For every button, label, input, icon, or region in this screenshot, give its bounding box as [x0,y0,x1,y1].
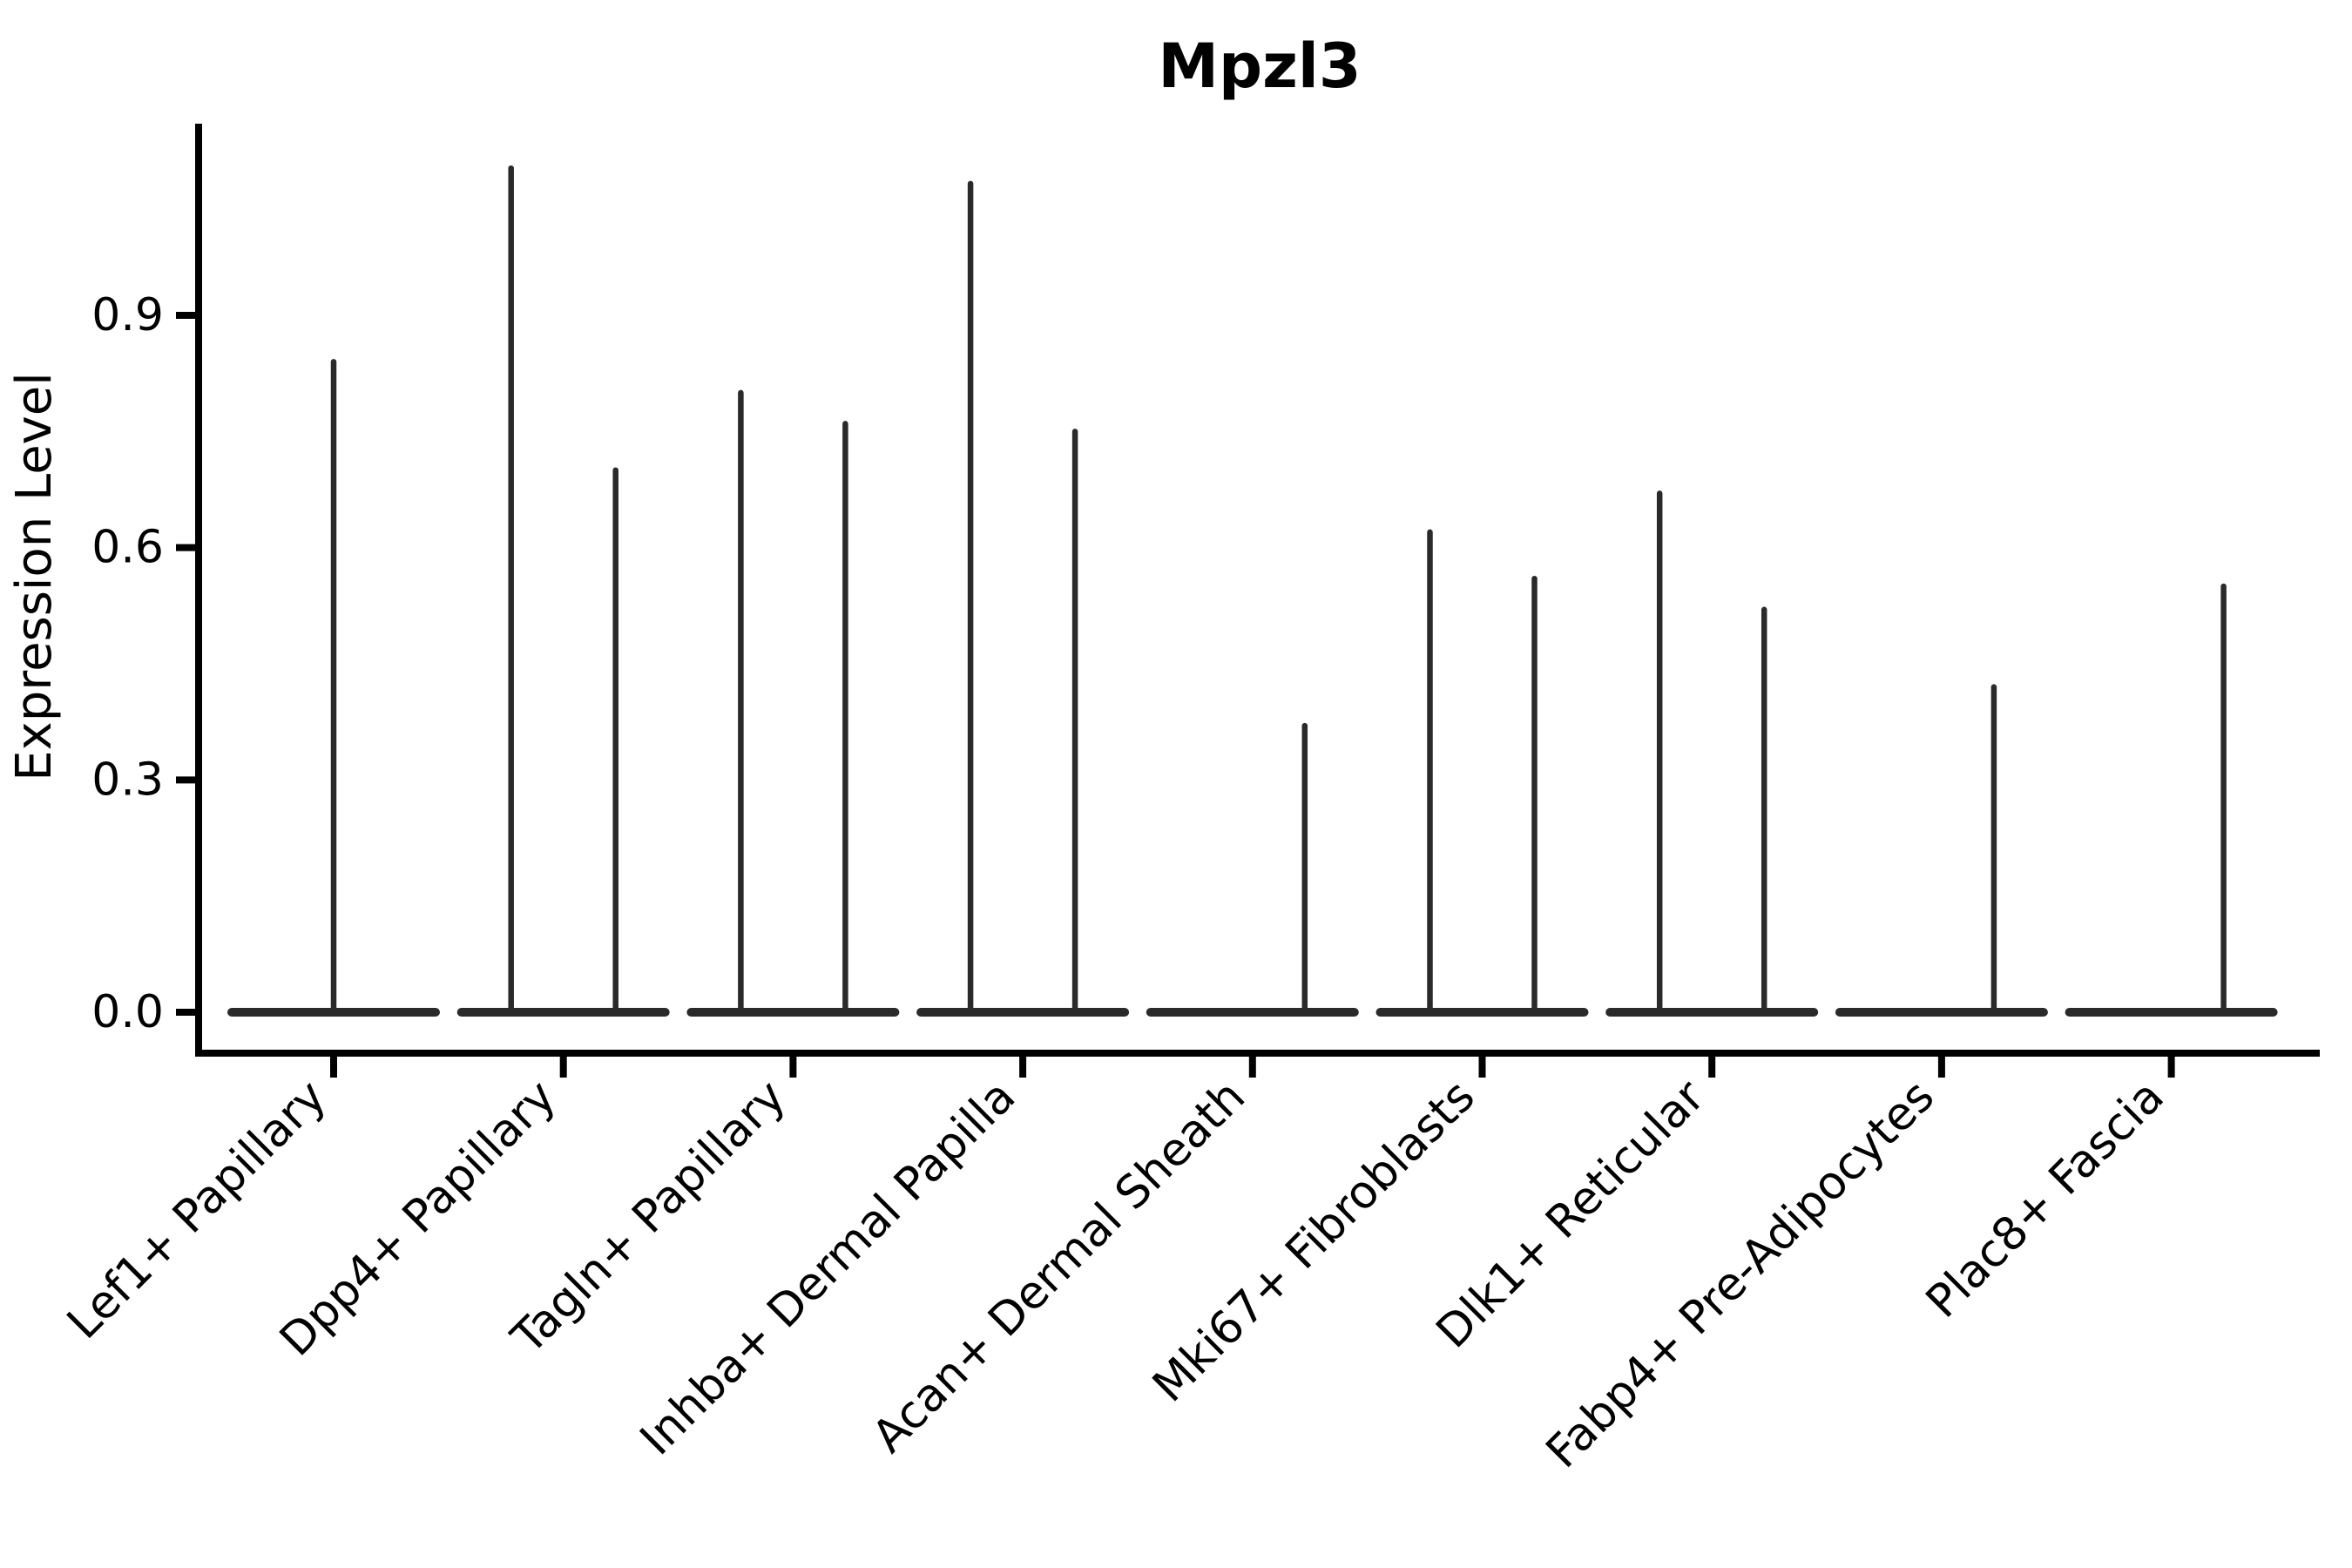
y-axis-label: Expression Level [6,372,63,781]
violin [2065,583,2278,1017]
y-tick-label: 0.6 [91,522,164,574]
violin [227,359,440,1017]
x-tick-label: Plac8+ Fascia [1916,1071,2174,1328]
violin [916,180,1130,1017]
x-tick-label: Fabp4+ Pre-Adipocytes [1537,1071,1944,1478]
violin [686,389,900,1017]
chart-title: Mpzl3 [1158,30,1361,102]
y-tick-label: 0.0 [91,986,164,1038]
violin [1835,684,2048,1017]
y-tick-label: 0.3 [91,754,164,806]
violin [1146,722,1359,1017]
violin [456,165,670,1017]
x-tick-label: Inhba+ Dermal Papilla [631,1071,1025,1465]
x-tick-label: Acan+ Dermal Sheath [862,1071,1255,1463]
y-axis: 0.0 0.3 0.6 0.9 [91,124,202,1053]
y-tick-label: 0.9 [91,289,164,341]
violins-layer [227,165,2278,1017]
violin [1605,490,1819,1017]
violin [1375,529,1589,1017]
